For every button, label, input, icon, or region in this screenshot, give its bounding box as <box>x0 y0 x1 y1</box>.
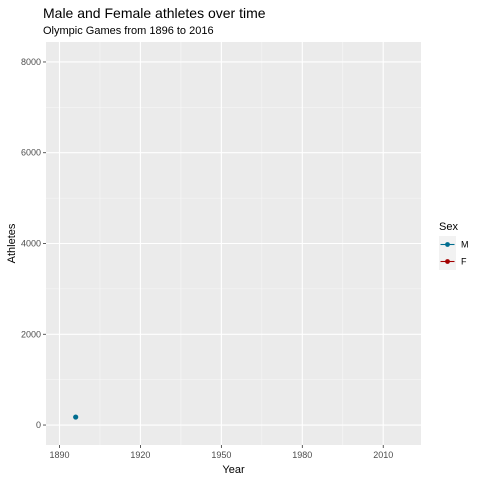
x-tick-label: 2010 <box>373 450 393 460</box>
y-tick-label: 6000 <box>21 148 41 158</box>
legend-label-M: M <box>461 240 469 250</box>
legend-title: Sex <box>439 221 458 233</box>
y-axis-title: Athletes <box>6 223 18 263</box>
x-tick-label: 1950 <box>211 450 231 460</box>
grid-major <box>46 42 421 445</box>
series-layer <box>73 414 79 420</box>
y-tick-label: 8000 <box>21 57 41 67</box>
y-tick-label: 2000 <box>21 329 41 339</box>
data-point-M <box>73 414 79 420</box>
chart-subtitle: Olympic Games from 1896 to 2016 <box>43 25 214 37</box>
x-tick-label: 1890 <box>49 450 69 460</box>
axis-tick-labels: 1890 1920 1950 1980 2010 0 2000 4000 6000 8000 <box>21 57 393 460</box>
chart-title: Male and Female athletes over time <box>43 5 266 21</box>
legend: Sex MF <box>439 221 469 270</box>
x-tick-label: 1920 <box>130 450 150 460</box>
legend-key-point-F <box>445 259 450 264</box>
y-tick-label: 0 <box>36 420 41 430</box>
legend-key-point-M <box>445 242 450 247</box>
y-tick-label: 4000 <box>21 239 41 249</box>
legend-label-F: F <box>461 257 467 267</box>
x-tick-label: 1980 <box>292 450 312 460</box>
axis-ticks <box>43 61 384 448</box>
x-axis-title: Year <box>222 464 245 476</box>
